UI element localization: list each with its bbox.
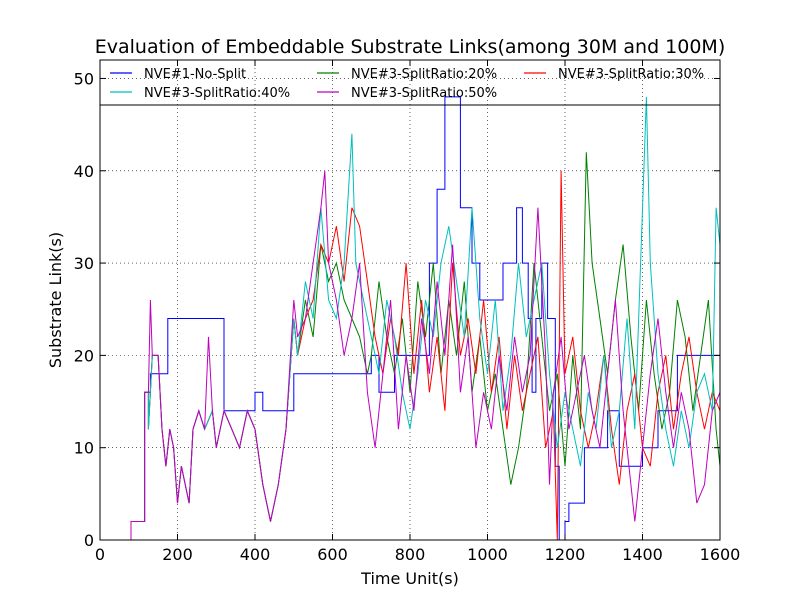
legend-label: NVE#3-SplitRatio:30% (558, 67, 704, 82)
y-axis-title: Substrate Link(s) (46, 232, 65, 368)
y-tick-label: 30 (74, 254, 94, 273)
x-tick-label: 800 (395, 545, 426, 564)
grid (100, 60, 720, 540)
x-tick-label: 200 (162, 545, 193, 564)
legend-label: NVE#3-SplitRatio:50% (351, 86, 497, 101)
series-layer (100, 97, 720, 540)
x-tick-label: 1400 (622, 545, 663, 564)
y-tick-label: 20 (74, 346, 94, 365)
x-tick-label: 0 (95, 545, 105, 564)
y-tick-label: 40 (74, 162, 94, 181)
legend-entry-1: NVE#1-No-Split (110, 67, 246, 82)
y-tick-label: 0 (84, 531, 94, 550)
tick-labels: 0 200 400 600 800 1000 1200 1400 1600 0 10 20 30 40 50 (74, 69, 741, 564)
legend-label: NVE#3-SplitRatio:20% (351, 67, 497, 82)
x-axis-title: Time Unit(s) (360, 569, 459, 588)
legend-label: NVE#3-SplitRatio:40% (144, 86, 290, 101)
legend-label: NVE#1-No-Split (144, 67, 246, 82)
y-tick-label: 50 (74, 69, 94, 88)
series-line-2 (100, 152, 720, 540)
legend-entry-2: NVE#3-SplitRatio:20% (317, 67, 497, 82)
y-tick-label: 10 (74, 439, 94, 458)
x-tick-label: 1200 (545, 545, 586, 564)
x-tick-label: 600 (317, 545, 348, 564)
legend-entry-4: NVE#3-SplitRatio:40% (110, 86, 290, 101)
x-tick-label: 400 (240, 545, 271, 564)
legend-entry-3: NVE#3-SplitRatio:30% (524, 67, 704, 82)
legend: NVE#1-No-Split NVE#3-SplitRatio:20% NVE#3-… (110, 67, 704, 101)
x-tick-label: 1600 (700, 545, 741, 564)
chart-title: Evaluation of Embeddable Substrate Links… (95, 36, 726, 58)
legend-entry-5: NVE#3-SplitRatio:50% (317, 86, 497, 101)
x-tick-label: 1000 (467, 545, 508, 564)
